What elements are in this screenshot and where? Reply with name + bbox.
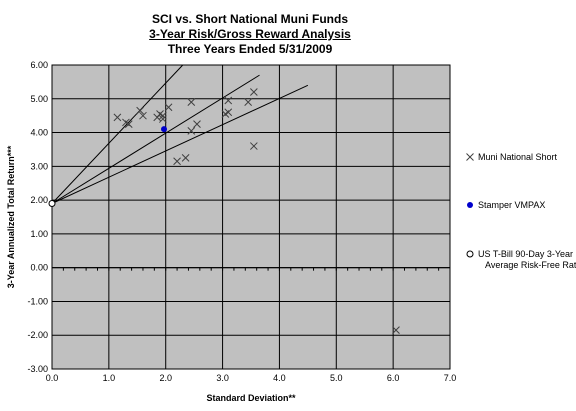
axes: [51, 65, 451, 369]
y-tick-label: 3.00: [30, 161, 48, 171]
x-marker-stroke: [159, 111, 167, 120]
x-marker-stroke: [466, 153, 474, 161]
x-marker-stroke: [164, 103, 173, 112]
x-marker-stroke: [249, 88, 258, 96]
x-tick-label: 2.0: [159, 373, 172, 383]
data-point-series-0: [139, 111, 147, 120]
data-point-series-0: [113, 113, 122, 122]
y-tick-label: -1.00: [27, 296, 48, 306]
x-marker-stroke: [156, 110, 164, 118]
x-tick-label: 1.0: [103, 373, 116, 383]
legend: Muni National Short Stamper VMPAX US T-Bil…: [466, 152, 576, 270]
x-marker-stroke: [139, 111, 147, 120]
y-tick-label: 6.00: [30, 60, 48, 70]
data-points: [48, 88, 400, 335]
x-marker-stroke: [244, 98, 253, 107]
legend-marker-1: [467, 202, 473, 208]
legend-marker-0: [466, 153, 474, 161]
data-point-series-0: [224, 96, 233, 105]
x-marker-stroke: [173, 157, 181, 166]
data-point-series-0: [193, 120, 201, 128]
data-point-series-0: [159, 111, 167, 120]
data-point-series-0: [249, 88, 258, 96]
legend-label-1: Stamper VMPAX: [478, 200, 545, 210]
reference-lines: [51, 64, 309, 204]
data-point-series-0: [249, 142, 258, 150]
x-marker-stroke: [224, 108, 233, 117]
x-marker-stroke: [124, 120, 133, 128]
x-marker-stroke: [193, 120, 201, 128]
x-marker-stroke: [136, 106, 144, 115]
data-point-series-0: [136, 106, 144, 115]
x-marker-stroke: [122, 118, 130, 127]
x-marker-stroke: [224, 96, 233, 105]
data-point-series-0: [224, 108, 233, 117]
x-marker-stroke: [392, 326, 400, 335]
x-tick-label: 4.0: [273, 373, 286, 383]
chart-title: SCI vs. Short National Muni Funds: [151, 12, 348, 26]
x-marker-stroke: [249, 142, 258, 150]
y-tick-label: 5.00: [30, 94, 48, 104]
x-marker-stroke: [159, 115, 167, 123]
data-point-series-0: [159, 115, 167, 123]
y-tick-label: -3.00: [27, 364, 48, 374]
legend-label-2-line2: Average Risk-Free Rate: [485, 260, 576, 270]
x-tick-label: 7.0: [444, 373, 457, 383]
risk-reward-line: [51, 64, 184, 204]
x-marker-stroke: [181, 154, 190, 162]
chart-subtitle-period: Three Years Ended 5/31/2009: [167, 42, 333, 56]
x-tick-label: 5.0: [330, 373, 343, 383]
legend-label-0: Muni National Short: [478, 152, 558, 162]
y-tick-label: 0.00: [30, 263, 48, 273]
risk-reward-line: [51, 84, 309, 204]
legend-marker-2: [466, 250, 474, 258]
y-tick-label: 4.00: [30, 128, 48, 138]
plot-area: [51, 64, 451, 370]
x-tick-label: 6.0: [387, 373, 400, 383]
data-point-series-2: [48, 199, 56, 207]
data-point-series-0: [181, 154, 190, 162]
y-tick-label: 1.00: [30, 229, 48, 239]
data-point-series-1: [161, 126, 168, 133]
y-tick-label: -2.00: [27, 330, 48, 340]
tick-labels: 0.0 1.0 2.0 3.0 4.0 5.0 6.0 7.0 -3.00 -2.00 -1.00 0…: [27, 60, 456, 383]
y-tick-label: 2.00: [30, 195, 48, 205]
x-tick-label: 0.0: [46, 373, 59, 383]
risk-reward-line: [51, 74, 260, 204]
x-marker-stroke: [113, 113, 122, 122]
data-point-series-0: [187, 98, 196, 107]
data-point-series-0: [164, 103, 173, 112]
data-point-series-0: [124, 120, 133, 128]
data-point-series-0: [244, 98, 253, 107]
x-marker-stroke: [187, 127, 196, 135]
x-axis-label: Standard Deviation**: [206, 393, 296, 403]
legend-label-2-line1: US T-Bill 90-Day 3-Year: [478, 249, 573, 259]
data-point-series-0: [173, 157, 181, 166]
y-axis-label: 3-Year Annualized Total Return***: [6, 145, 16, 288]
data-point-series-0: [392, 326, 400, 335]
x-marker-stroke: [187, 98, 196, 107]
chart-subtitle: 3-Year Risk/Gross Reward Analysis: [149, 27, 351, 41]
data-point-series-0: [187, 127, 196, 135]
x-tick-label: 3.0: [216, 373, 229, 383]
